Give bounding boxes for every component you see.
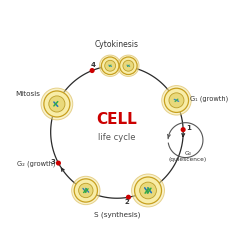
Text: G₂ (growth): G₂ (growth) <box>16 160 55 166</box>
Circle shape <box>49 96 65 112</box>
Circle shape <box>123 60 134 71</box>
Text: S (synthesis): S (synthesis) <box>94 211 140 218</box>
Text: life cycle: life cycle <box>98 133 136 142</box>
Text: 4: 4 <box>91 62 96 68</box>
Circle shape <box>132 174 164 207</box>
Circle shape <box>44 91 70 117</box>
Circle shape <box>56 160 61 166</box>
Circle shape <box>164 88 188 112</box>
Text: CELL: CELL <box>97 112 137 127</box>
Circle shape <box>134 177 162 204</box>
Circle shape <box>99 55 121 76</box>
Circle shape <box>140 182 156 199</box>
Circle shape <box>74 179 97 202</box>
Circle shape <box>89 68 95 73</box>
Circle shape <box>126 195 131 200</box>
Text: 2: 2 <box>124 199 129 205</box>
Circle shape <box>79 183 93 198</box>
Circle shape <box>181 127 186 132</box>
Circle shape <box>101 57 119 74</box>
Circle shape <box>169 93 184 108</box>
Circle shape <box>72 176 100 205</box>
Text: Cytokinesis: Cytokinesis <box>95 40 139 49</box>
Text: G₀
(quiescence): G₀ (quiescence) <box>169 150 207 162</box>
Text: 3: 3 <box>51 159 56 165</box>
Circle shape <box>118 55 139 76</box>
Circle shape <box>105 60 116 71</box>
Circle shape <box>41 88 73 120</box>
Text: G₁ (growth): G₁ (growth) <box>190 95 228 102</box>
Circle shape <box>119 57 137 74</box>
Circle shape <box>162 86 191 115</box>
Text: Mitosis: Mitosis <box>15 90 40 96</box>
Text: 1: 1 <box>186 125 191 131</box>
